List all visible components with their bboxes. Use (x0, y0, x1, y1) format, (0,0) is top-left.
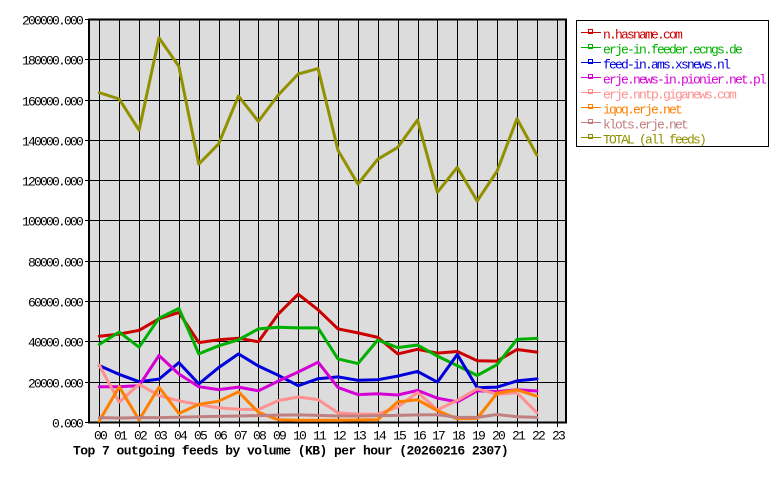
svg-text:08: 08 (253, 429, 266, 444)
svg-text:09: 09 (273, 429, 286, 444)
svg-text:100000.000: 100000.000 (22, 215, 83, 230)
svg-text:00: 00 (94, 429, 107, 444)
svg-text:40000.000: 40000.000 (28, 336, 83, 351)
svg-text:03: 03 (154, 429, 167, 444)
svg-text:Top 7 outgoing feeds by volume: Top 7 outgoing feeds by volume (KB) per … (73, 444, 508, 459)
svg-text:TOTAL (all feeds): TOTAL (all feeds) (603, 133, 705, 148)
svg-text:60000.000: 60000.000 (28, 296, 83, 311)
svg-text:10: 10 (293, 429, 306, 444)
svg-text:erje.nntp.giganews.com: erje.nntp.giganews.com (603, 88, 737, 103)
svg-text:07: 07 (234, 429, 247, 444)
svg-text:11: 11 (313, 429, 327, 444)
svg-text:16: 16 (413, 429, 426, 444)
svg-text:14: 14 (373, 429, 387, 444)
svg-text:erje.news-in.pionier.net.pl: erje.news-in.pionier.net.pl (603, 73, 767, 88)
svg-text:klots.erje.net: klots.erje.net (603, 118, 688, 133)
svg-text:n.hasname.com: n.hasname.com (603, 28, 683, 43)
svg-text:04: 04 (174, 429, 188, 444)
svg-text:erje-in.feeder.ecngs.de: erje-in.feeder.ecngs.de (603, 43, 742, 58)
svg-text:200000.000: 200000.000 (22, 14, 83, 29)
svg-text:80000.000: 80000.000 (28, 256, 83, 271)
svg-text:02: 02 (134, 429, 147, 444)
svg-text:23: 23 (552, 429, 565, 444)
svg-text:21: 21 (512, 429, 526, 444)
svg-text:160000.000: 160000.000 (22, 95, 83, 110)
svg-text:06: 06 (214, 429, 227, 444)
svg-text:12: 12 (333, 429, 346, 444)
svg-text:15: 15 (393, 429, 406, 444)
svg-text:20: 20 (492, 429, 505, 444)
svg-text:180000.000: 180000.000 (22, 54, 83, 69)
svg-text:01: 01 (114, 429, 128, 444)
svg-text:13: 13 (353, 429, 366, 444)
svg-text:17: 17 (432, 429, 445, 444)
svg-text:20000.000: 20000.000 (28, 377, 83, 392)
svg-text:05: 05 (194, 429, 207, 444)
svg-text:140000.000: 140000.000 (22, 135, 83, 150)
svg-text:18: 18 (452, 429, 465, 444)
svg-text:19: 19 (472, 429, 485, 444)
svg-text:iqoq.erje.net: iqoq.erje.net (603, 103, 682, 118)
svg-text:120000.000: 120000.000 (22, 175, 83, 190)
svg-text:feed-in.ams.xsnews.nl: feed-in.ams.xsnews.nl (603, 58, 731, 73)
svg-text:22: 22 (532, 429, 545, 444)
svg-text:0.000: 0.000 (52, 417, 83, 432)
